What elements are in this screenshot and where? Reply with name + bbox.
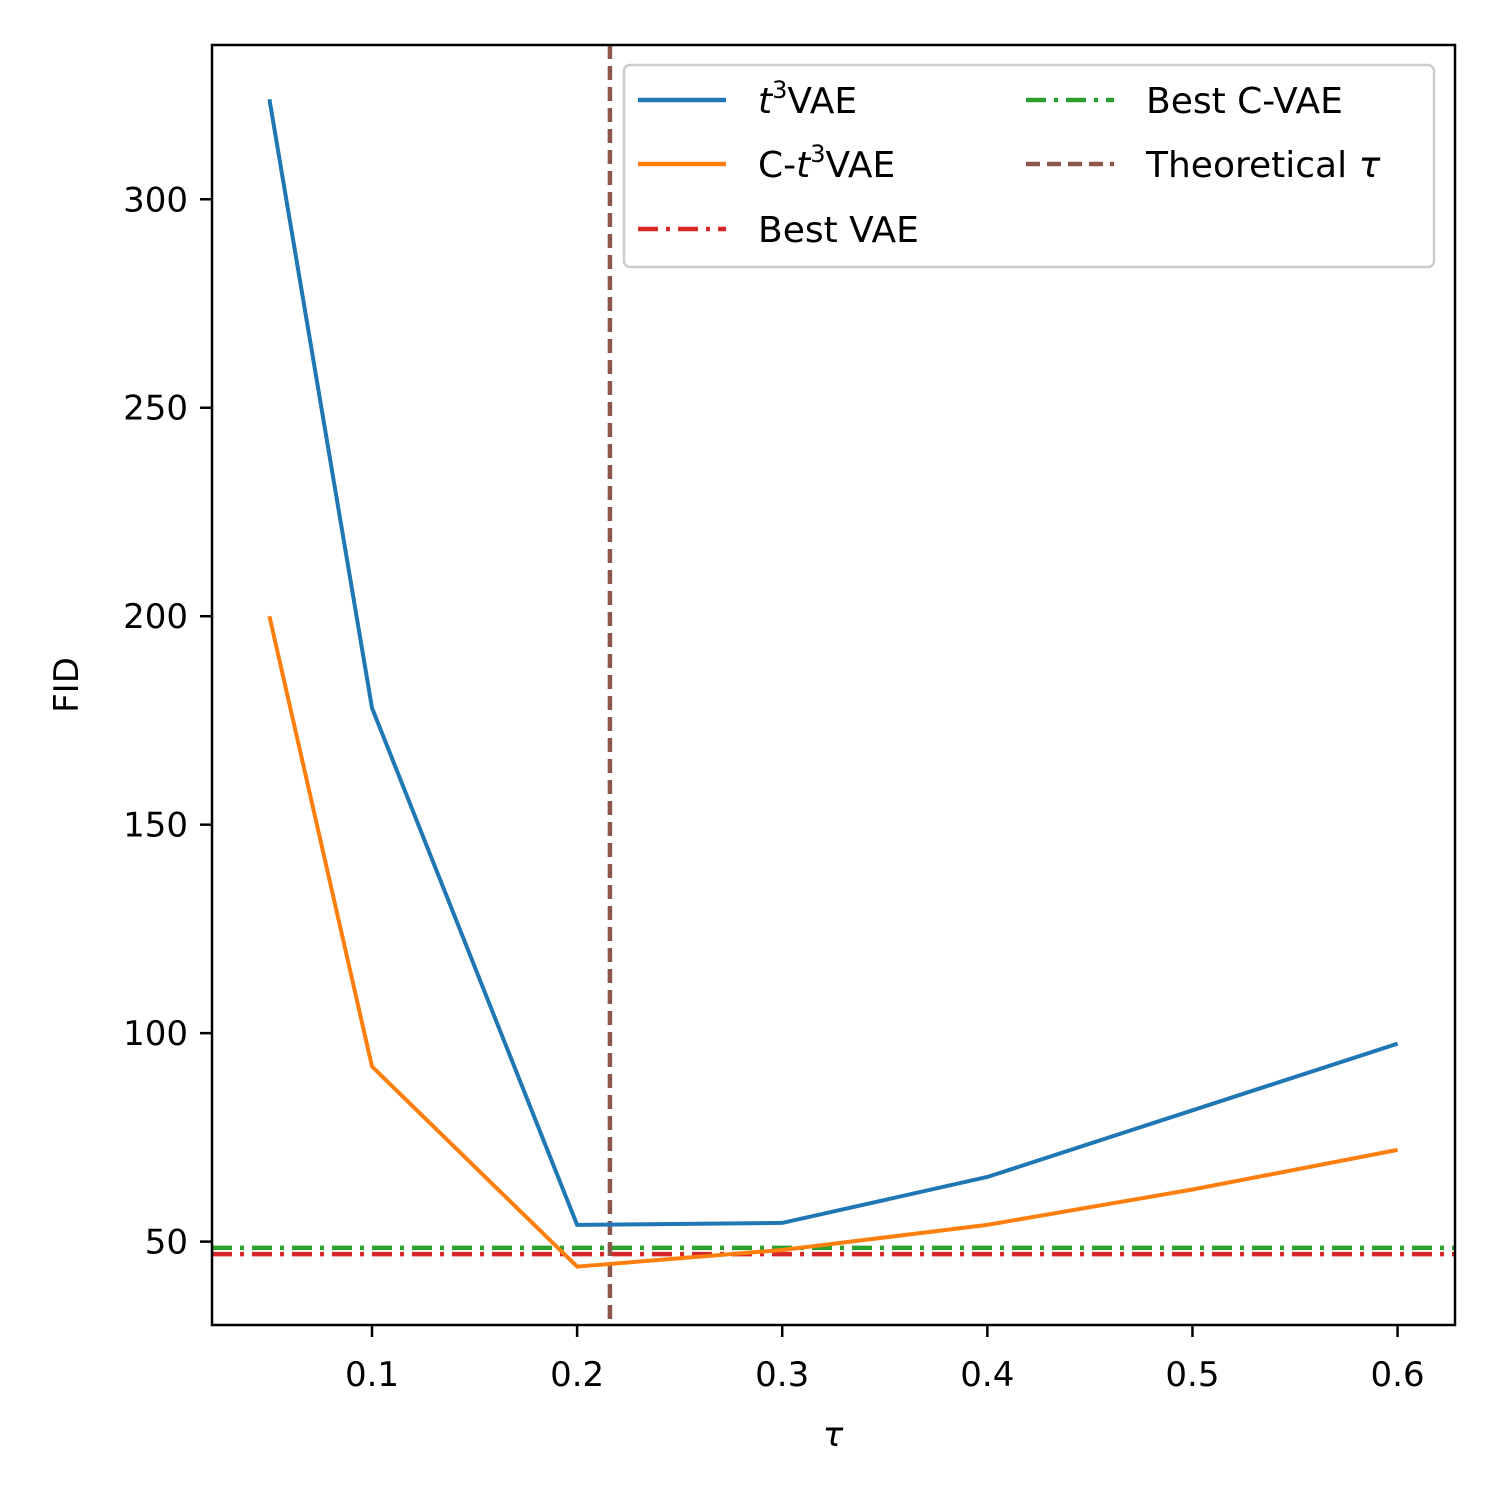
x-axis-label: τ	[823, 1415, 844, 1455]
legend-label-c-t3vae: C-t3VAE	[758, 140, 895, 186]
y-tick-label: 300	[123, 180, 188, 220]
series-line-t3vae	[267, 98, 1399, 1227]
y-tick-label: 50	[145, 1223, 188, 1263]
y-tick-label: 250	[123, 389, 188, 429]
x-tick-label: 0.5	[1165, 1355, 1219, 1395]
y-tick-label: 100	[123, 1014, 188, 1054]
x-axis-ticks: 0.1 0.2 0.3 0.4 0.5 0.6	[345, 1325, 1425, 1395]
series-lines	[267, 98, 1399, 1269]
legend-label-best-c-vae: Best C-VAE	[1146, 81, 1343, 122]
y-axis-label: FID	[47, 657, 87, 713]
reference-lines	[212, 45, 1455, 1325]
y-tick-label: 150	[123, 806, 188, 846]
plot-frame	[210, 43, 1457, 1327]
y-tick-label: 200	[123, 597, 188, 637]
series-line-c-t3vae	[267, 615, 1398, 1269]
legend-label-theoretical: Theoretical τ	[1145, 145, 1381, 186]
x-tick-label: 0.4	[960, 1355, 1014, 1395]
x-tick-label: 0.3	[755, 1355, 809, 1395]
x-tick-label: 0.1	[345, 1355, 399, 1395]
legend-label-t3vae: t3VAE	[758, 76, 857, 122]
y-axis-ticks: 50 100 150 200 250 300	[123, 180, 212, 1263]
legend: t3VAE C-t3VAE Best VAE Best C-VAE Theoretica…	[622, 63, 1436, 269]
legend-label-best-vae: Best VAE	[758, 210, 919, 251]
x-tick-label: 0.6	[1371, 1355, 1425, 1395]
x-tick-label: 0.2	[550, 1355, 604, 1395]
